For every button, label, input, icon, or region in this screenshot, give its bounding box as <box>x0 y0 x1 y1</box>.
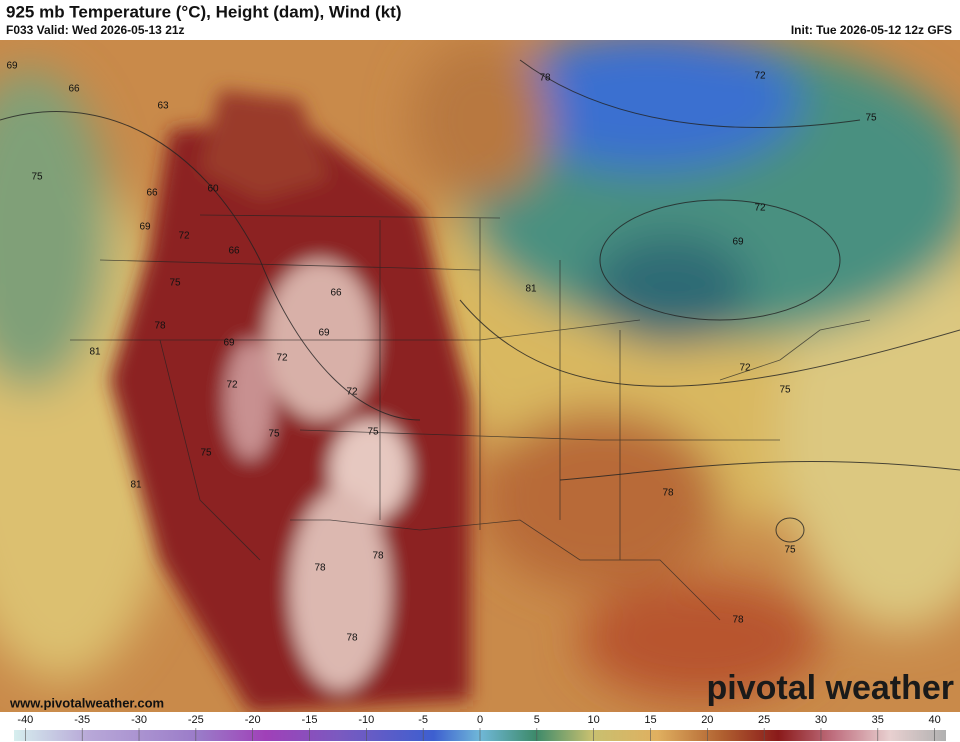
border <box>290 519 721 621</box>
shading <box>0 40 960 700</box>
shade <box>580 580 820 700</box>
border <box>379 218 621 560</box>
contour-label: 81 <box>525 284 537 295</box>
colorbar-tick-label: -10 <box>358 714 374 726</box>
logo: pivotal weather <box>706 669 954 707</box>
colorbar-tick-label: 35 <box>872 714 884 726</box>
contour-label: 63 <box>157 101 169 112</box>
colorbar-tick-label: -30 <box>131 714 147 726</box>
colorbar-tick-label: -5 <box>418 714 428 726</box>
colorbar-tick-label: -20 <box>245 714 261 726</box>
colorbar-tick-label: -25 <box>188 714 204 726</box>
contour-label: 72 <box>739 363 751 374</box>
colorbar-tick-label: 10 <box>588 714 600 726</box>
contour-label: 69 <box>139 222 151 233</box>
contour-label: 69 <box>6 61 18 72</box>
valid-time: F033 Valid: Wed 2026-05-13 21z <box>6 23 185 37</box>
contour-label: 72 <box>276 353 288 364</box>
shade <box>480 410 720 590</box>
contour-label: 75 <box>865 113 877 124</box>
contour-label: 72 <box>754 203 766 214</box>
temperature-field <box>0 40 960 712</box>
shade <box>225 340 275 460</box>
contour-label: 78 <box>346 633 358 644</box>
colorbar-tick-label: 5 <box>534 714 540 726</box>
contour-label: 69 <box>318 328 330 339</box>
contour-label: 78 <box>662 488 674 499</box>
contour-label: 66 <box>330 288 342 299</box>
border <box>719 319 871 381</box>
border <box>199 214 501 219</box>
shade <box>290 490 390 690</box>
contour-label: 72 <box>754 71 766 82</box>
website: www.pivotalweather.com <box>9 695 164 710</box>
contour-label: 75 <box>169 278 181 289</box>
shade <box>500 40 800 170</box>
colorbar-tick-label: 30 <box>815 714 827 726</box>
border <box>70 319 641 341</box>
contour-label: 72 <box>178 231 190 242</box>
contour-label: 75 <box>779 385 791 396</box>
border <box>299 429 780 441</box>
colorbar-tick-label: 15 <box>644 714 656 726</box>
contour-label: 78 <box>372 551 384 562</box>
border <box>159 339 261 561</box>
contour-label: 69 <box>732 237 744 248</box>
contour-label: 78 <box>539 73 551 84</box>
shade <box>780 230 960 630</box>
contour-label: 75 <box>31 172 43 183</box>
contour-label: 81 <box>130 480 142 491</box>
colorbar-tick-label: 0 <box>477 714 483 726</box>
contour-label: 69 <box>223 338 235 349</box>
colorbar-tick-label: 40 <box>929 714 941 726</box>
contour-label: 60 <box>207 184 219 195</box>
borders <box>70 214 871 621</box>
contour-label: 81 <box>89 347 101 358</box>
colorbar-tick-label: 25 <box>758 714 770 726</box>
contour-label: 75 <box>268 429 280 440</box>
contour-label: 72 <box>226 380 238 391</box>
contour-label: 78 <box>154 321 166 332</box>
colorbar-tick-label: 20 <box>701 714 713 726</box>
shade <box>410 40 550 200</box>
init-time: Init: Tue 2026-05-12 12z GFS <box>791 23 952 37</box>
contour-label: 78 <box>732 615 744 626</box>
shade <box>200 90 330 200</box>
contour-label: 66 <box>228 246 240 257</box>
colorbar-tick-label: -40 <box>17 714 33 726</box>
contour <box>775 517 805 543</box>
contour <box>599 199 841 321</box>
title: 925 mb Temperature (°C), Height (dam), W… <box>6 2 401 21</box>
contour-label: 66 <box>68 84 80 95</box>
shade <box>590 235 750 345</box>
shade <box>0 70 110 390</box>
contour-label: 75 <box>784 545 796 556</box>
contour-label: 66 <box>146 188 158 199</box>
contour-label: 75 <box>200 448 212 459</box>
contour-label: 75 <box>367 427 379 438</box>
height-contours <box>0 59 960 543</box>
border <box>99 259 481 271</box>
contour <box>559 460 960 481</box>
contour <box>519 59 861 128</box>
contour-label: 78 <box>314 563 326 574</box>
colorbar-tick-label: -15 <box>302 714 318 726</box>
contour <box>459 299 960 387</box>
colorbar-tick-label: -35 <box>74 714 90 726</box>
contour <box>0 111 421 421</box>
contour-label: 72 <box>346 387 358 398</box>
